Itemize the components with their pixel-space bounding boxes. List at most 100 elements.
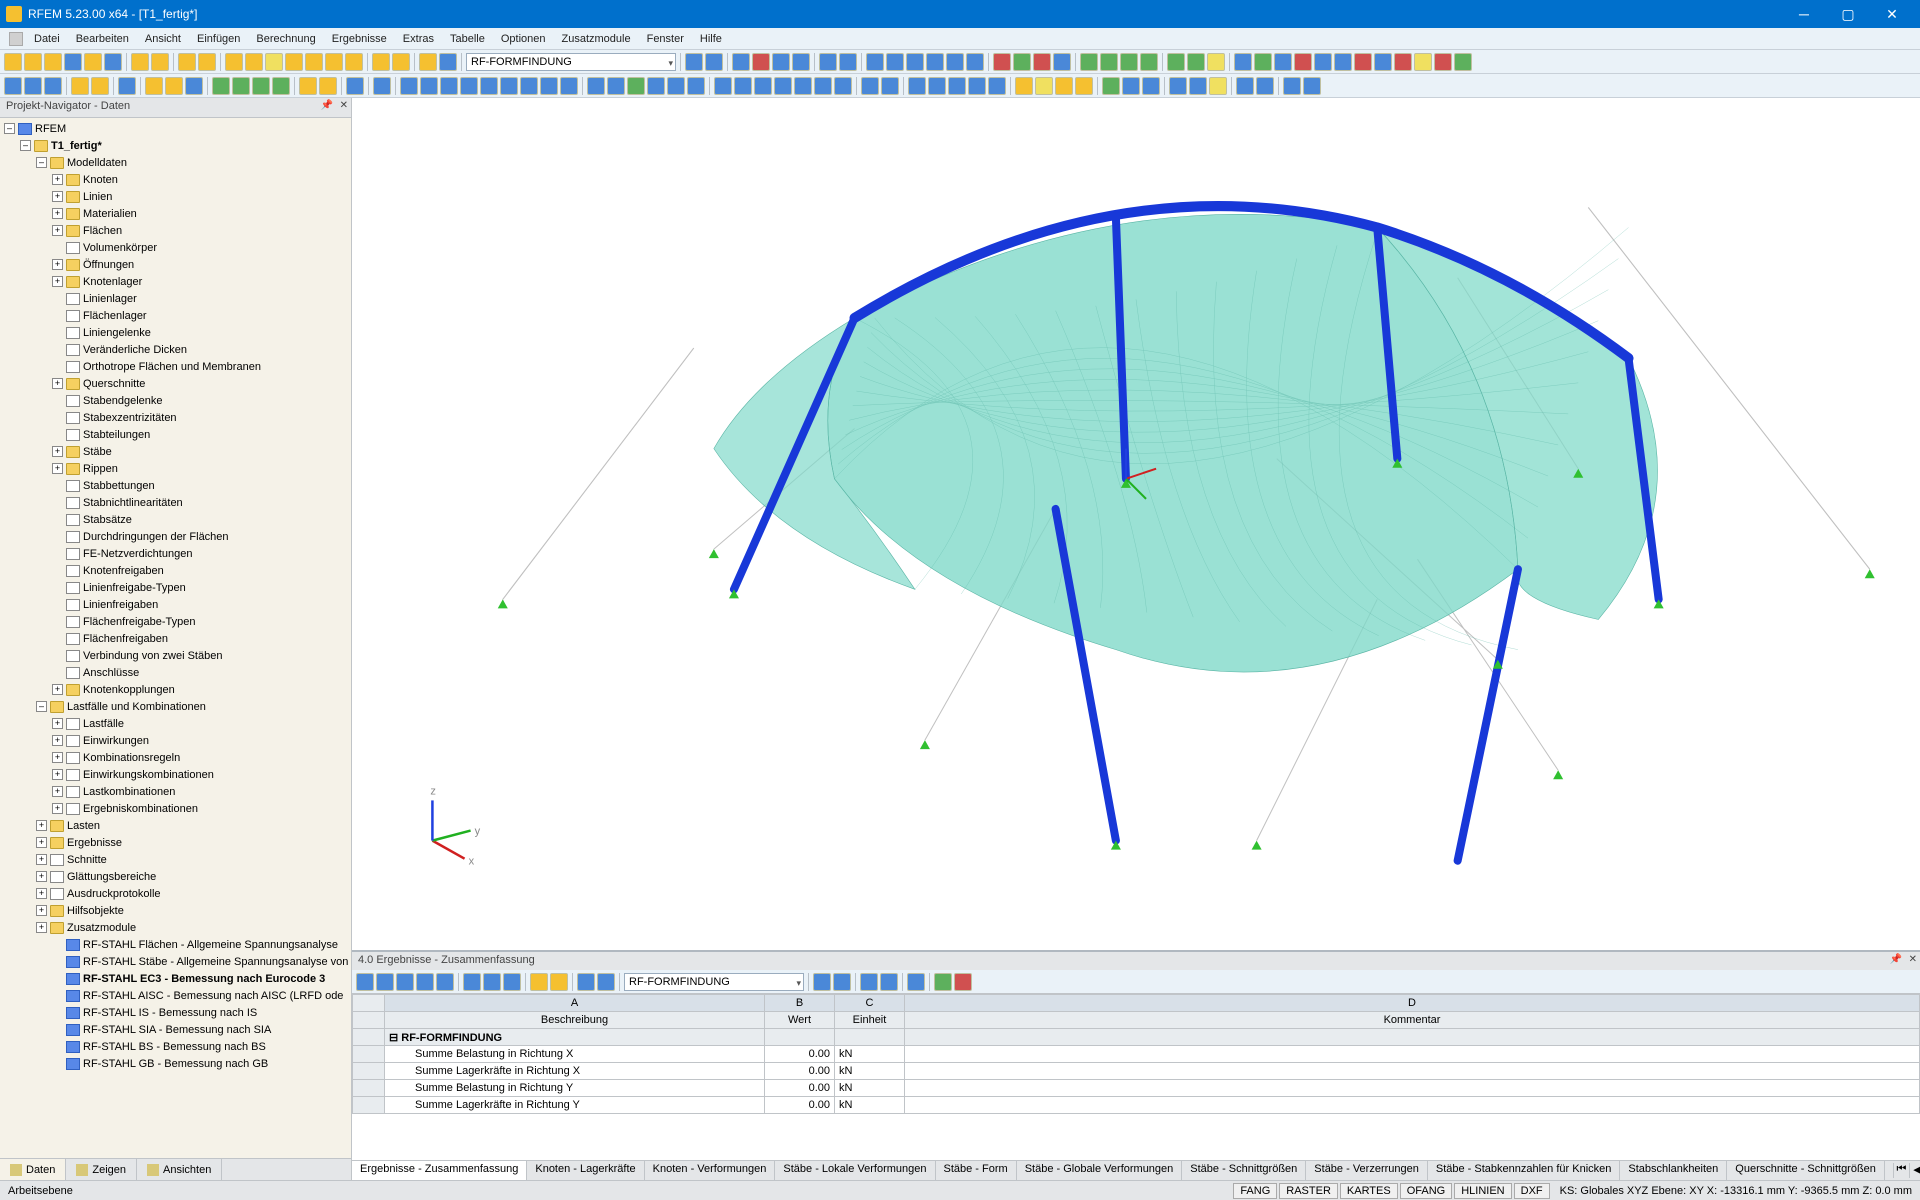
toolbar-button[interactable]	[439, 53, 457, 71]
toolbar-button[interactable]	[44, 53, 62, 71]
tree-item[interactable]: Verbindung von zwei Stäben	[0, 647, 351, 664]
toolbar-button[interactable]	[372, 53, 390, 71]
tree-item[interactable]: FE-Netzverdichtungen	[0, 545, 351, 562]
results-tab[interactable]: Querschnitte - Schnittgrößen	[1727, 1161, 1885, 1180]
results-toolbar-button[interactable]	[530, 973, 548, 991]
toolbar-button[interactable]	[4, 53, 22, 71]
pin-icon[interactable]: 📌	[321, 100, 333, 111]
toolbar-button[interactable]	[1120, 53, 1138, 71]
toolbar-button[interactable]	[705, 53, 723, 71]
menu-hilfe[interactable]: Hilfe	[692, 30, 730, 48]
toolbar-button[interactable]	[1053, 53, 1071, 71]
results-tab[interactable]: Stäbe - Schnittgrößen	[1182, 1161, 1306, 1180]
toolbar-button[interactable]	[1033, 53, 1051, 71]
results-tab[interactable]: Stäbe - Verzerrungen	[1306, 1161, 1428, 1180]
toolbar-button[interactable]	[792, 53, 810, 71]
toolbar-button[interactable]	[1167, 53, 1185, 71]
tree-item[interactable]: RF-STAHL Flächen - Allgemeine Spannungsa…	[0, 936, 351, 953]
results-tab[interactable]: Stäbe - Stabkennzahlen für Knicken	[1428, 1161, 1621, 1180]
tree-item[interactable]: Durchdringungen der Flächen	[0, 528, 351, 545]
toolbar-button[interactable]	[440, 77, 458, 95]
toolbar-button[interactable]	[1283, 77, 1301, 95]
tree-item[interactable]: +Knoten	[0, 171, 351, 188]
toolbar-button[interactable]	[794, 77, 812, 95]
results-grid[interactable]: ABCDBeschreibungWertEinheitKommentar⊟ RF…	[352, 994, 1920, 1160]
toolbar-button[interactable]	[752, 53, 770, 71]
toolbar-button[interactable]	[774, 77, 792, 95]
tree-item[interactable]: +Materialien	[0, 205, 351, 222]
results-toolbar-button[interactable]	[416, 973, 434, 991]
tree-item[interactable]: Veränderliche Dicken	[0, 341, 351, 358]
toolbar-button[interactable]	[687, 77, 705, 95]
toolbar-button[interactable]	[993, 53, 1011, 71]
status-toggle[interactable]: RASTER	[1279, 1183, 1338, 1199]
toolbar-button[interactable]	[906, 53, 924, 71]
tree-item[interactable]: RF-STAHL AISC - Bemessung nach AISC (LRF…	[0, 987, 351, 1004]
menu-berechnung[interactable]: Berechnung	[248, 30, 323, 48]
tree-item[interactable]: +Querschnitte	[0, 375, 351, 392]
tree-item[interactable]: Stabendgelenke	[0, 392, 351, 409]
toolbar-button[interactable]	[560, 77, 578, 95]
toolbar-button[interactable]	[104, 53, 122, 71]
tree-item[interactable]: RF-STAHL Stäbe - Allgemeine Spannungsana…	[0, 953, 351, 970]
menu-ergebnisse[interactable]: Ergebnisse	[324, 30, 395, 48]
toolbar-button[interactable]	[1189, 77, 1207, 95]
results-toolbar-button[interactable]	[597, 973, 615, 991]
results-tab[interactable]: Knoten - Verformungen	[645, 1161, 776, 1180]
results-toolbar-button[interactable]	[934, 973, 952, 991]
model-viewport[interactable]: xyz	[352, 98, 1920, 950]
tree-item[interactable]: RF-STAHL SIA - Bemessung nach SIA	[0, 1021, 351, 1038]
toolbar-button[interactable]	[881, 77, 899, 95]
tree-item[interactable]: +Linien	[0, 188, 351, 205]
toolbar-button[interactable]	[1080, 53, 1098, 71]
menu-tabelle[interactable]: Tabelle	[442, 30, 493, 48]
results-toolbar-button[interactable]	[436, 973, 454, 991]
status-toggle[interactable]: KARTES	[1340, 1183, 1398, 1199]
status-toggle[interactable]: HLINIEN	[1454, 1183, 1511, 1199]
toolbar-button[interactable]	[346, 77, 364, 95]
results-toolbar-button[interactable]	[813, 973, 831, 991]
tree-item[interactable]: Anschlüsse	[0, 664, 351, 681]
toolbar-button[interactable]	[64, 53, 82, 71]
tree-item[interactable]: +Lastfälle	[0, 715, 351, 732]
close-icon[interactable]: ✕	[1909, 954, 1917, 965]
toolbar-button[interactable]	[285, 53, 303, 71]
toolbar-button[interactable]	[44, 77, 62, 95]
toolbar-button[interactable]	[587, 77, 605, 95]
tree-item[interactable]: –T1_fertig*	[0, 137, 351, 154]
tree-item[interactable]: +Ergebnisse	[0, 834, 351, 851]
toolbar-button[interactable]	[814, 77, 832, 95]
toolbar-button[interactable]	[420, 77, 438, 95]
menu-zusatzmodule[interactable]: Zusatzmodule	[554, 30, 639, 48]
toolbar-button[interactable]	[1394, 53, 1412, 71]
toolbar-button[interactable]	[866, 53, 884, 71]
maximize-button[interactable]: ▢	[1826, 0, 1870, 28]
toolbar-button[interactable]	[305, 53, 323, 71]
status-toggle[interactable]: DXF	[1514, 1183, 1550, 1199]
tree-item[interactable]: Stabsätze	[0, 511, 351, 528]
results-toolbar-button[interactable]	[376, 973, 394, 991]
toolbar-button[interactable]	[607, 77, 625, 95]
menu-datei[interactable]: Datei	[26, 30, 68, 48]
toolbar-button[interactable]	[1169, 77, 1187, 95]
toolbar-button[interactable]	[272, 77, 290, 95]
toolbar-button[interactable]	[772, 53, 790, 71]
toolbar-button[interactable]	[4, 77, 22, 95]
toolbar-button[interactable]	[480, 77, 498, 95]
tree-item[interactable]: Flächenfreigabe-Typen	[0, 613, 351, 630]
toolbar-button[interactable]	[91, 77, 109, 95]
toolbar-button[interactable]	[319, 77, 337, 95]
toolbar-button[interactable]	[265, 53, 283, 71]
toolbar-button[interactable]	[151, 53, 169, 71]
toolbar-button[interactable]	[245, 53, 263, 71]
toolbar-button[interactable]	[1303, 77, 1321, 95]
menu-fenster[interactable]: Fenster	[639, 30, 692, 48]
results-tab[interactable]: Stäbe - Globale Verformungen	[1017, 1161, 1183, 1180]
results-toolbar-button[interactable]	[860, 973, 878, 991]
toolbar-button[interactable]	[1254, 53, 1272, 71]
toolbar-button[interactable]	[926, 53, 944, 71]
results-toolbar-button[interactable]	[463, 973, 481, 991]
toolbar-button[interactable]	[400, 77, 418, 95]
tree-item[interactable]: RF-STAHL EC3 - Bemessung nach Eurocode 3	[0, 970, 351, 987]
toolbar-button[interactable]	[178, 53, 196, 71]
